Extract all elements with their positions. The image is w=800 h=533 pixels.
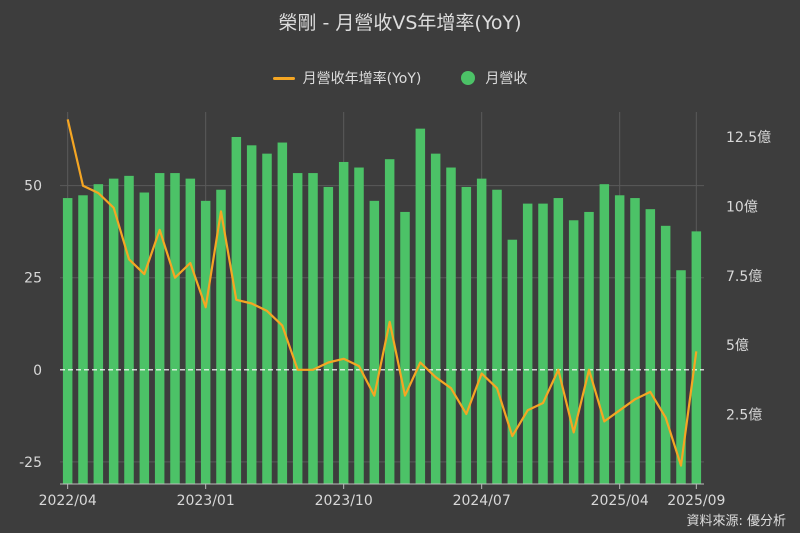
revenue-bar xyxy=(660,225,671,484)
y-right-tick-label: 10億 xyxy=(726,199,758,215)
y-left-tick-label: -25 xyxy=(19,455,42,471)
revenue-bar xyxy=(139,192,150,485)
y-right-tick-label: 2.5億 xyxy=(726,408,762,424)
revenue-bar xyxy=(553,198,564,485)
revenue-bar xyxy=(446,167,456,484)
legend-item-revenue[interactable]: 月營收 xyxy=(461,68,527,88)
dot-swatch-icon xyxy=(461,71,476,85)
revenue-bar xyxy=(262,153,272,484)
revenue-bar xyxy=(645,209,656,484)
revenue-bar xyxy=(108,178,119,484)
revenue-bar xyxy=(538,203,548,484)
revenue-bar xyxy=(415,128,426,484)
x-tick-label: 2023/10 xyxy=(315,493,373,509)
revenue-bar xyxy=(246,145,257,485)
legend-label-yoy: 月營收年增率(YoY) xyxy=(302,71,422,87)
x-tick-label: 2025/09 xyxy=(667,493,725,509)
revenue-bar xyxy=(93,184,104,484)
revenue-bar xyxy=(630,198,640,485)
revenue-bar xyxy=(676,270,686,484)
revenue-bar xyxy=(338,161,349,484)
y-right-tick-label: 5億 xyxy=(726,338,749,354)
revenue-bar xyxy=(216,189,226,485)
y-left-tick-label: 50 xyxy=(24,179,42,195)
x-tick-label: 2023/01 xyxy=(177,493,235,509)
revenue-bar xyxy=(323,186,334,484)
revenue-bar xyxy=(507,239,518,484)
revenue-bar xyxy=(584,211,594,484)
revenue-bar xyxy=(354,167,364,484)
revenue-bar xyxy=(292,173,303,484)
revenue-bar xyxy=(185,178,196,484)
revenue-bar xyxy=(170,173,180,484)
legend: 月營收年增率(YoY) 月營收 xyxy=(0,68,800,88)
legend-item-yoy[interactable]: 月營收年增率(YoY) xyxy=(272,68,422,88)
source-credit: 資料來源: 優分析 xyxy=(686,514,786,529)
revenue-bar xyxy=(308,173,318,484)
y-right-tick-label: 7.5億 xyxy=(726,269,762,285)
revenue-bar xyxy=(568,220,579,484)
revenue-bar xyxy=(522,203,533,484)
y-right-tick-label: 12.5億 xyxy=(726,130,771,146)
revenue-bar xyxy=(62,198,73,485)
revenue-bar xyxy=(200,200,211,484)
revenue-bar xyxy=(277,142,288,485)
revenue-bar xyxy=(430,153,441,484)
revenue-bar xyxy=(231,136,242,484)
revenue-bar xyxy=(400,211,410,484)
legend-label-revenue: 月營收 xyxy=(485,71,528,87)
revenue-bar xyxy=(78,195,88,485)
x-tick-label: 2024/07 xyxy=(453,493,511,509)
revenue-bar xyxy=(154,173,165,484)
revenue-bar xyxy=(461,186,472,484)
yoy-line xyxy=(66,119,698,467)
y-left-tick-label: 0 xyxy=(33,363,42,379)
revenue-bar xyxy=(476,178,487,484)
x-tick-label: 2022/04 xyxy=(39,493,97,509)
line-swatch-icon xyxy=(272,76,295,80)
x-tick-label: 2025/04 xyxy=(591,493,649,509)
chart-title: 榮剛 - 月營收VS年增率(YoY) xyxy=(278,12,522,34)
y-left-tick-label: 25 xyxy=(24,271,42,287)
revenue-bar xyxy=(492,189,502,485)
revenue-bar xyxy=(599,184,610,484)
revenue-bar xyxy=(124,175,134,484)
revenue-bar xyxy=(369,200,380,484)
revenue-bar xyxy=(614,195,625,485)
